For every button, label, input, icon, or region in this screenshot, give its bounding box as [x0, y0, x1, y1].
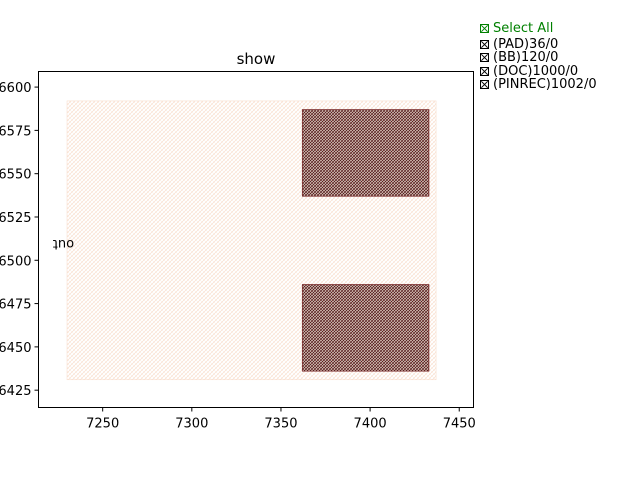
y-tick-label: 6575 — [0, 124, 32, 139]
x-tick-label: 7250 — [86, 417, 119, 432]
layer-label: (PAD)36/0 — [493, 36, 559, 52]
layer-item-pinrec[interactable]: (PINREC)1002/0 — [479, 78, 597, 92]
dense-shape-rect — [301, 284, 430, 372]
layer-label: (PINREC)1002/0 — [493, 77, 597, 93]
y-tick-label: 6500 — [0, 254, 32, 269]
y-axis: 6425 6450 6475 6500 6525 6550 6575 6600 — [0, 81, 39, 399]
plot-area — [66, 100, 437, 381]
select-all-toggle[interactable]: Select All — [479, 22, 597, 36]
layer-item-doc[interactable]: (DOC)1000/0 — [479, 65, 597, 79]
axes-frame — [38, 71, 474, 408]
y-tick-label: 6600 — [0, 81, 32, 96]
layer-panel: Select All (PAD)36/0 (BB)120/0 (DOC)1000… — [479, 22, 597, 92]
checkbox-icon[interactable] — [480, 53, 489, 63]
layer-label: (DOC)1000/0 — [493, 63, 579, 79]
checkbox-icon[interactable] — [480, 66, 489, 76]
y-tick-label: 6475 — [0, 298, 32, 313]
x-tick-label: 7350 — [264, 417, 297, 432]
chart-title: show — [237, 50, 276, 68]
y-tick-label: 6525 — [0, 211, 32, 226]
dense-shape-rect — [301, 109, 430, 197]
layer-item-pad[interactable]: (PAD)36/0 — [479, 38, 597, 52]
y-tick-label: 6425 — [0, 384, 32, 399]
y-tick-label: 6450 — [0, 341, 32, 356]
layer-item-bb[interactable]: (BB)120/0 — [479, 51, 597, 65]
select-all-label: Select All — [493, 21, 554, 37]
x-axis: 7250 7300 7350 7400 7450 — [86, 407, 476, 432]
layer-label: (BB)120/0 — [493, 50, 559, 66]
checkbox-icon[interactable] — [480, 39, 489, 49]
chart-annotation: out — [53, 236, 74, 251]
checkbox-icon[interactable] — [480, 80, 489, 90]
x-tick-label: 7400 — [354, 417, 387, 432]
x-tick-label: 7450 — [443, 417, 476, 432]
checkbox-icon[interactable] — [480, 24, 489, 34]
x-tick-label: 7300 — [175, 417, 208, 432]
y-tick-label: 6550 — [0, 168, 32, 183]
